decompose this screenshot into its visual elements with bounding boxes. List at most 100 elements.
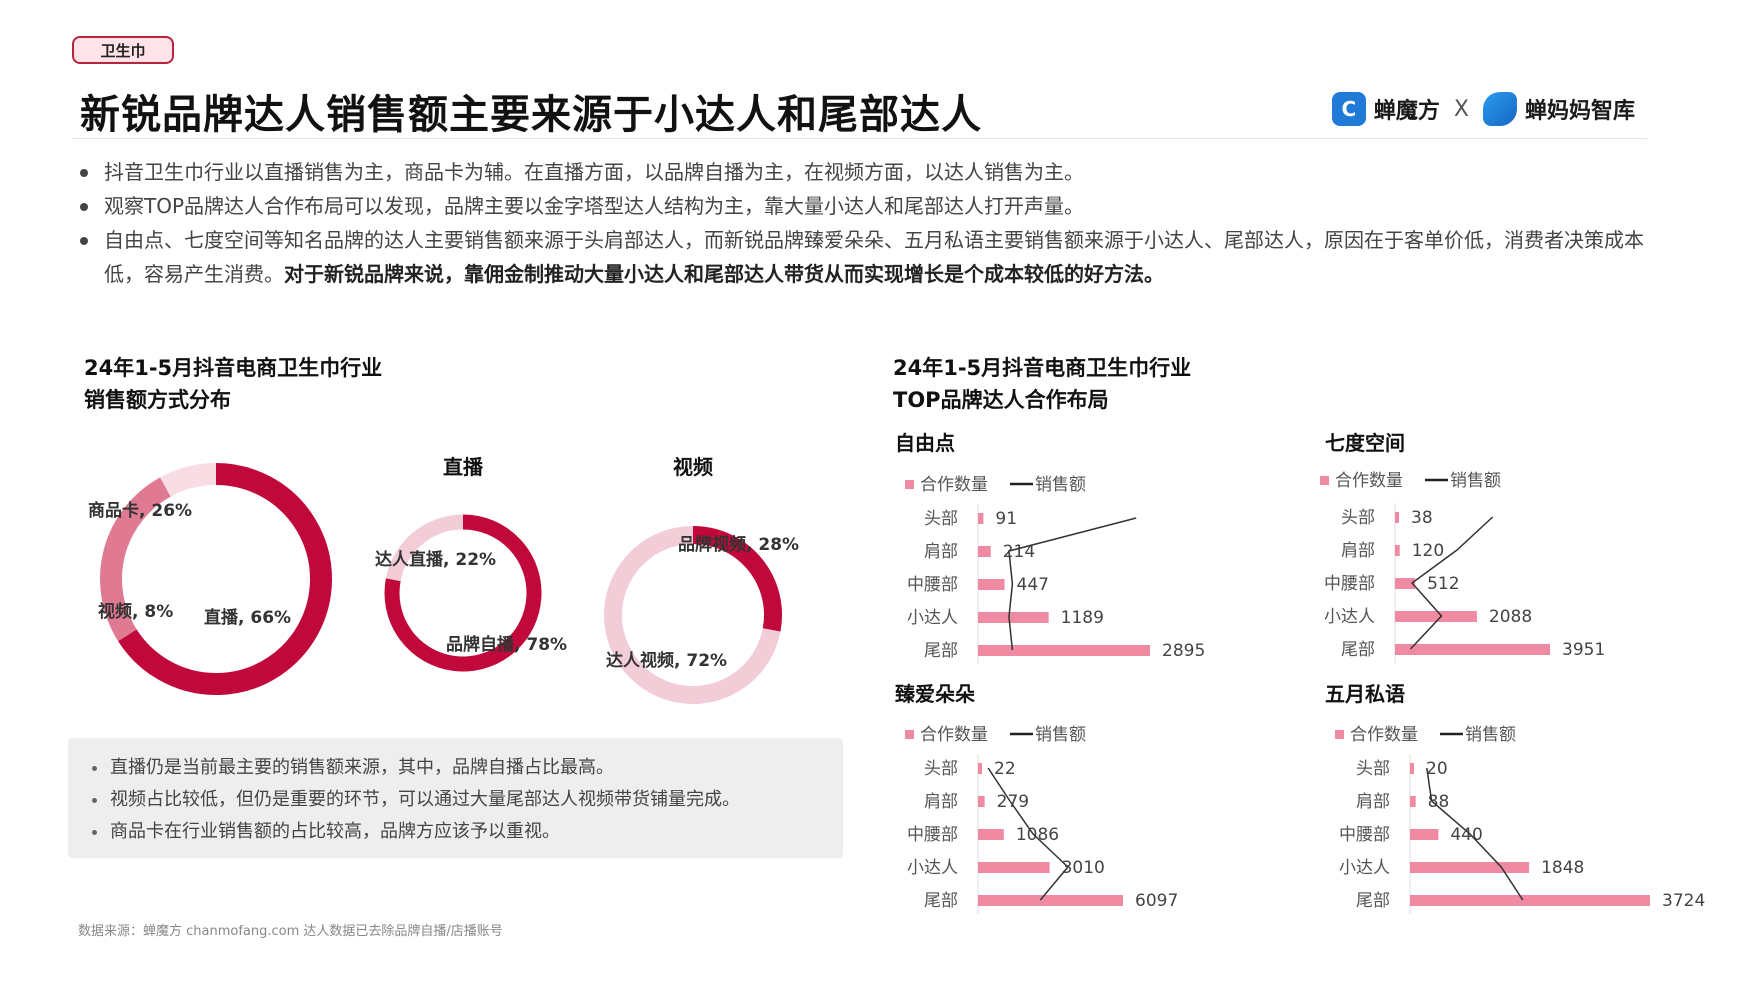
bar-value-label: 1189 [1061,608,1104,628]
left-section-title-line2: 销售额方式分布 [84,388,231,412]
bar-category-label: 头部 [1341,508,1375,528]
bar-value-label: 2088 [1489,607,1532,627]
sales-line [1008,517,1137,651]
legend-swatch-bar [1320,476,1329,485]
bar-value-label: 3010 [1062,858,1105,878]
bar-category-label: 小达人 [1339,858,1390,878]
bar-category-label: 头部 [1356,759,1390,779]
donut-label: 商品卡, 26% [88,500,192,521]
donut-slice-商品卡 [100,477,171,642]
bar-value-label: 20 [1426,759,1448,779]
bar-尾部 [978,895,1123,906]
sales-line [1409,516,1494,650]
bar-category-label: 肩部 [924,542,958,562]
legend-label: 销售额 [1450,471,1501,491]
bar-value-label: 1848 [1541,858,1584,878]
legend-label: 合作数量 [920,475,988,495]
bar-category-label: 肩部 [1356,792,1390,812]
legend-swatch-bar [905,480,914,489]
logo-left-text: 蝉魔方 [1373,99,1440,124]
bar-肩部 [978,546,991,557]
bar-value-label: 22 [994,759,1016,779]
bar-尾部 [978,645,1150,656]
donut-video: 品牌视频, 28% 达人视频, 72% 视频 [604,455,799,704]
bar-category-label: 中腰部 [1339,825,1390,845]
brand-panel-title: 自由点 [895,431,955,455]
note-item: 直播仍是当前最主要的销售额来源，其中，品牌自播占比最高。 [86,752,843,784]
bar-value-label: 512 [1427,574,1459,594]
page-title: 新锐品牌达人销售额主要来源于小达人和尾部达人 [80,92,982,138]
donut-label: 达人视频, 72% [606,650,727,671]
bar-尾部 [1410,895,1650,906]
bar-category-label: 中腰部 [1324,574,1375,594]
donut-label: 视频, 8% [98,601,173,622]
donut-charts: 直播, 66% 商品卡, 26% 视频, 8% 品牌自播, 78% 达人直播, 22% 直… [88,455,799,704]
bar-value-label: 88 [1428,792,1450,812]
bar-category-label: 小达人 [907,608,958,628]
logo-right-text: 蝉妈妈智库 [1524,99,1635,124]
right-section-title-line1: 24年1-5月抖音电商卫生巾行业 [893,356,1192,380]
bar-category-label: 尾部 [924,641,958,661]
legend-swatch-bar [905,730,914,739]
donut-slice-直播 [118,463,332,695]
donut-label: 品牌自播, 78% [446,634,567,655]
bar-category-label: 肩部 [924,792,958,812]
bar-头部 [978,763,982,774]
summary-bullet: 抖音卫生巾行业以直播销售为主，商品卡为辅。在直播方面，以品牌自播为主，在视频方面… [78,155,1648,189]
data-source-footer: 数据来源：蝉魔方 chanmofang.com 达人数据已去除品牌自播/店播账号 [78,924,503,939]
note-item: 视频占比较低，但仍是重要的环节，可以通过大量尾部达人视频带货铺量完成。 [86,784,843,816]
legend-label: 销售额 [1465,725,1516,745]
brand-panel-title: 臻爱朵朵 [895,682,975,706]
category-tag: 卫生巾 [72,36,174,64]
bar-value-label: 38 [1411,508,1433,528]
logo-group: C 蝉魔方 X 蝉妈妈智库 [1331,92,1635,126]
donut-title: 视频 [673,455,713,479]
bar-value-label: 447 [1017,575,1049,595]
bar-category-label: 小达人 [907,858,958,878]
right-section-title-line2: TOP品牌达人合作布局 [893,388,1109,412]
donut-slice-达人直播 [385,514,464,582]
bar-小达人 [978,612,1049,623]
legend-swatch-bar [1335,730,1344,739]
donut-slice-品牌视频 [692,526,782,632]
logo-separator: X [1453,96,1469,122]
bar-value-label: 91 [995,509,1017,529]
bar-中腰部 [1410,829,1439,840]
chanmama-logo-icon [1482,92,1517,126]
bar-category-label: 小达人 [1324,607,1375,627]
right-section-title: 24年1-5月抖音电商卫生巾行业 TOP品牌达人合作布局 [893,352,1191,416]
donut-slice-达人视频 [604,526,781,704]
legend-label: 销售额 [1035,725,1086,745]
summary-bullet: 自由点、七度空间等知名品牌的达人主要销售额来源于头肩部达人，而新锐品牌臻爱朵朵、… [78,223,1648,291]
bar-value-label: 3724 [1662,891,1705,911]
bar-肩部 [978,796,985,807]
title-divider [72,138,1647,139]
bar-category-label: 尾部 [1356,891,1390,911]
notes-box: 直播仍是当前最主要的销售额来源，其中，品牌自播占比最高。 视频占比较低，但仍是重… [68,738,843,858]
bar-头部 [978,513,984,524]
summary-bullet-text: 观察TOP品牌达人合作布局可以发现，品牌主要以金字塔型达人结构为主，靠大量小达人… [104,194,1085,218]
bar-category-label: 头部 [924,759,958,779]
donut-sales-method: 直播, 66% 商品卡, 26% 视频, 8% [88,463,332,695]
bar-value-label: 120 [1412,541,1444,561]
summary-bullet-text: 自由点、七度空间等知名品牌的达人主要销售额来源于头肩部达人，而新锐品牌臻爱朵朵、… [104,228,1644,286]
bar-value-label: 279 [997,792,1029,812]
bar-category-label: 尾部 [924,891,958,911]
donut-label: 直播, 66% [204,607,291,628]
summary-bullet-bold: 对于新锐品牌来说，靠佣金制推动大量小达人和尾部达人带货从而实现增长是个成本较低的… [284,262,1164,286]
bar-中腰部 [978,829,1004,840]
bar-category-label: 尾部 [1341,640,1375,660]
bar-category-label: 中腰部 [907,575,958,595]
bar-小达人 [1410,862,1530,873]
bar-中腰部 [1395,578,1416,589]
note-item: 商品卡在行业销售额的占比较高，品牌方应该予以重视。 [86,816,843,848]
chanmofang-logo-icon: C [1331,92,1366,126]
donut-slice-品牌自播 [384,514,542,672]
brand-panel-title: 五月私语 [1325,682,1405,706]
donut-label: 品牌视频, 28% [678,534,799,555]
legend-label: 销售额 [1035,475,1086,495]
summary-bullet-text: 抖音卫生巾行业以直播销售为主，商品卡为辅。在直播方面，以品牌自播为主，在视频方面… [104,160,1084,184]
